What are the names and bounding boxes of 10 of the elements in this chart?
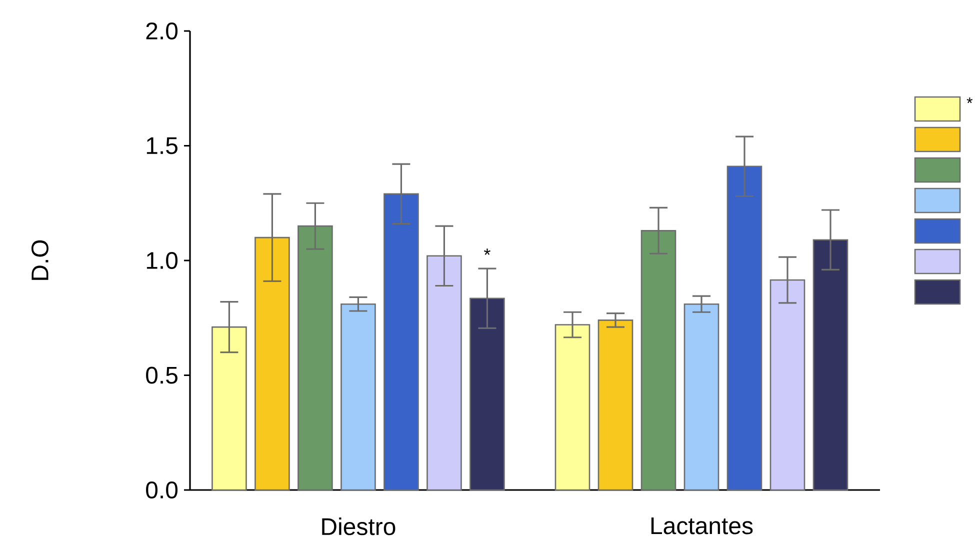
annotation: * bbox=[484, 248, 490, 255]
y-tick-label: 2.0 bbox=[146, 22, 178, 40]
x-tick-label: Diestro bbox=[322, 518, 396, 536]
y-tick-label: 0.0 bbox=[146, 482, 178, 498]
y-tick-label: 1.0 bbox=[146, 252, 178, 269]
y-axis-title: D.O bbox=[31, 240, 48, 280]
y-tick-label: 0.5 bbox=[146, 366, 178, 384]
text: * bbox=[966, 97, 973, 104]
y-tick-label: 1.5 bbox=[146, 137, 178, 154]
x-tick-label: Lactantes bbox=[651, 518, 753, 534]
